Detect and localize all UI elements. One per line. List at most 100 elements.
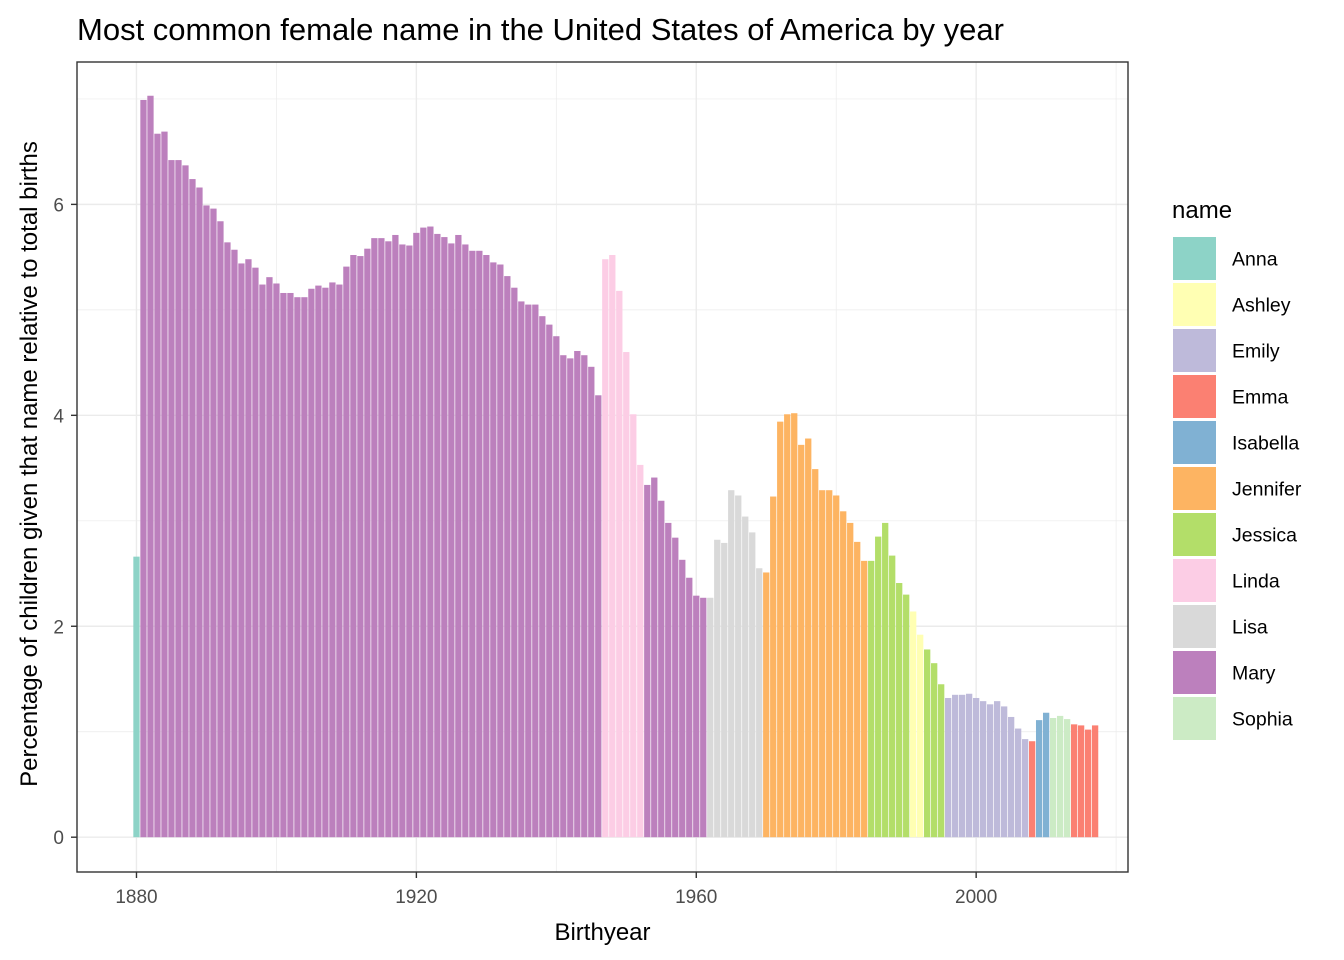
bar-jennifer-1983: [854, 541, 861, 838]
bar-mary-1944: [581, 355, 588, 838]
x-tick-label: 1960: [675, 887, 717, 908]
bar-mary-1941: [560, 355, 567, 838]
bar-ashley-1991: [910, 611, 917, 838]
legend-label-isabella: Isabella: [1232, 433, 1299, 455]
bar-lisa-1967: [742, 516, 749, 838]
bar-emily-2005: [1007, 716, 1015, 838]
bar-emily-1996: [945, 697, 952, 838]
panel-border: [76, 61, 1129, 873]
bar-mary-1889: [196, 187, 203, 838]
bar-mary-1940: [553, 336, 560, 838]
bar-jessica-1988: [889, 555, 896, 838]
bar-mary-1955: [658, 500, 665, 838]
bar-linda-1950: [623, 352, 630, 838]
bar-mary-1899: [266, 277, 273, 838]
legend-key-lisa: [1173, 605, 1216, 648]
bar-mary-1882: [147, 95, 154, 838]
bar-mary-1930: [483, 255, 490, 838]
bar-mary-1916: [385, 241, 392, 838]
legend-label-ashley: Ashley: [1232, 295, 1291, 317]
bar-mary-1936: [525, 304, 532, 838]
bar-isabella-2009: [1035, 720, 1043, 838]
bar-mary-1886: [175, 160, 182, 838]
bar-mary-1913: [364, 248, 371, 838]
bar-mary-1945: [588, 366, 595, 838]
bar-emily-2007: [1021, 739, 1029, 838]
bar-jessica-1995: [938, 684, 945, 838]
bar-mary-1903: [294, 297, 301, 838]
legend-key-sophia: [1173, 697, 1216, 740]
legend-label-emma: Emma: [1232, 387, 1288, 409]
bar-emma-2014: [1070, 724, 1078, 838]
bar-jennifer-1982: [847, 522, 854, 838]
bar-mary-1919: [406, 245, 413, 838]
bar-jennifer-1976: [805, 438, 812, 838]
legend-label-jessica: Jessica: [1232, 525, 1297, 547]
bar-anna-1880: [133, 556, 140, 838]
x-tick-label: 1920: [395, 887, 437, 908]
bar-jennifer-1981: [840, 511, 847, 838]
legend-label-jennifer: Jennifer: [1232, 479, 1302, 501]
bar-mary-1881: [140, 99, 147, 838]
bar-mary-1887: [182, 165, 189, 838]
bar-mary-1898: [259, 284, 266, 838]
bar-mary-1959: [686, 577, 693, 838]
bar-mary-1904: [301, 297, 308, 838]
bar-mary-1900: [273, 283, 280, 838]
bar-jennifer-1980: [833, 495, 840, 838]
legend-key-jennifer: [1173, 467, 1216, 510]
bar-mary-1954: [651, 477, 658, 838]
bar-jennifer-1975: [798, 444, 805, 838]
legend: name Anna Ashley Emily Emma Isabella Jennifer…: [1172, 197, 1302, 740]
legend-label-lisa: Lisa: [1232, 617, 1268, 639]
chart-title: Most common female name in the United St…: [77, 12, 1004, 47]
bar-mary-1953: [644, 484, 651, 838]
bar-emma-2016: [1084, 729, 1092, 838]
bar-mary-1926: [455, 234, 462, 838]
bar-mary-1896: [245, 259, 252, 838]
legend-key-emily: [1173, 329, 1216, 372]
bar-mary-1958: [679, 559, 686, 838]
x-axis: 1880 1920 1960 2000: [115, 872, 997, 908]
y-tick-label: 4: [53, 406, 64, 427]
bar-jennifer-1970: [763, 572, 770, 838]
bar-isabella-2010: [1042, 712, 1050, 838]
legend-key-ashley: [1173, 283, 1216, 326]
y-tick-label: 0: [53, 828, 64, 849]
bar-mary-1921: [420, 227, 427, 838]
bar-mary-1892: [217, 221, 224, 838]
bar-mary-1885: [168, 160, 175, 838]
bar-mary-1918: [399, 244, 406, 838]
bar-mary-1906: [315, 285, 322, 838]
bar-ashley-1992: [917, 634, 924, 838]
x-tick-label: 2000: [955, 887, 997, 908]
bar-emily-2003: [994, 701, 1001, 838]
bar-linda-1951: [630, 414, 637, 838]
bar-mary-1912: [357, 256, 364, 838]
bar-mary-1895: [238, 263, 245, 838]
bar-jessica-1987: [882, 522, 889, 838]
bar-mary-1929: [476, 250, 483, 838]
bar-sophia-2012: [1056, 715, 1064, 838]
bar-mary-1942: [567, 358, 574, 838]
bar-mary-1901: [280, 292, 287, 838]
bar-jennifer-1973: [784, 414, 791, 838]
legend-items: Anna Ashley Emily Emma Isabella Jennifer Jessi…: [1173, 237, 1302, 740]
bar-mary-1897: [252, 267, 259, 838]
legend-key-anna: [1173, 237, 1216, 280]
bar-jennifer-1972: [777, 421, 784, 838]
bar-mary-1935: [518, 301, 525, 838]
y-tick-label: 2: [53, 617, 64, 638]
bar-jessica-1990: [903, 594, 910, 838]
bar-emma-2008: [1028, 741, 1036, 838]
bar-mary-1908: [329, 282, 336, 838]
y-axis-title: Percentage of children given that name r…: [16, 141, 43, 787]
bar-jennifer-1977: [812, 469, 819, 838]
bar-mary-1884: [161, 131, 168, 838]
bar-emily-2002: [987, 704, 994, 838]
legend-label-sophia: Sophia: [1232, 709, 1293, 731]
bar-mary-1939: [546, 324, 553, 838]
bar-mary-1891: [210, 208, 217, 838]
bar-mary-1922: [427, 226, 434, 838]
